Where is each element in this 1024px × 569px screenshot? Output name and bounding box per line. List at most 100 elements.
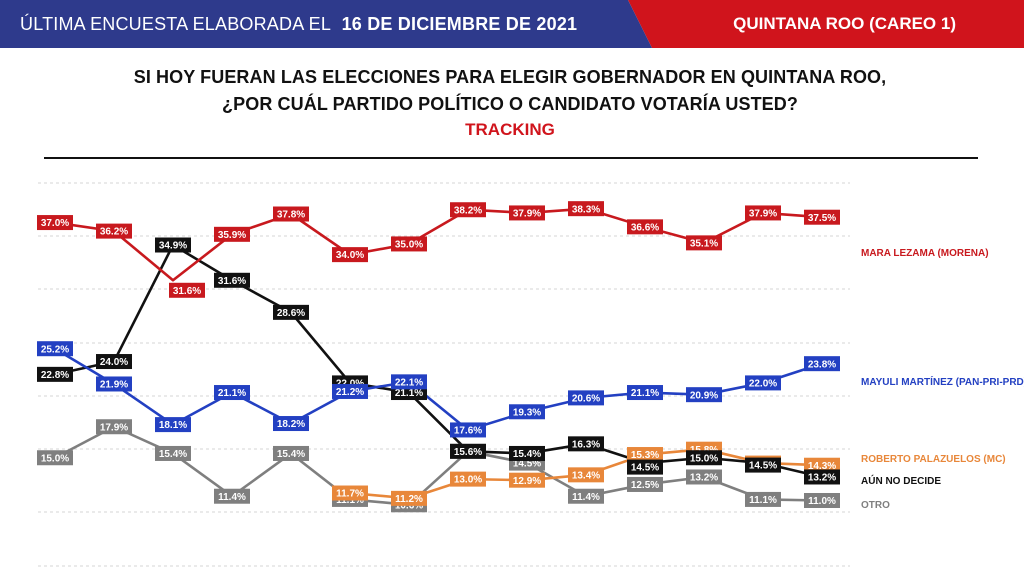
data-label-s1-p9: 20.6% xyxy=(572,393,600,404)
data-label-s4-p5: 11.1% xyxy=(336,495,364,506)
data-label-bg-s1-p10 xyxy=(627,385,663,401)
data-label-s3-p7: 15.6% xyxy=(454,447,482,458)
data-label-s1-p13: 23.8% xyxy=(808,359,836,370)
data-label-s1-p0: 25.2% xyxy=(41,344,69,355)
legend-entry-0: MARA LEZAMA (MORENA) xyxy=(861,248,989,259)
legend-entry-1: MAYULI MARTÍNEZ (PAN-PRI-PRD) xyxy=(861,375,1024,388)
data-label-s1-p8: 19.3% xyxy=(513,407,541,418)
data-label-bg-s2-p9 xyxy=(568,467,604,483)
data-label-s2-p7: 13.0% xyxy=(454,475,482,486)
data-label-bg-s3-p0 xyxy=(37,366,73,382)
data-label-s4-p4: 15.4% xyxy=(277,449,305,460)
data-label-bg-s0-p9 xyxy=(568,201,604,217)
legend-entry-3: AÚN NO DECIDE xyxy=(861,474,941,487)
data-label-s0-p13: 37.5% xyxy=(808,213,836,224)
data-label-s4-p11: 13.2% xyxy=(690,473,718,484)
data-label-bg-s0-p4 xyxy=(273,206,309,222)
data-label-bg-s3-p4 xyxy=(273,304,309,320)
data-label-bg-s1-p9 xyxy=(568,390,604,406)
data-label-bg-s0-p12 xyxy=(745,205,781,221)
data-label-s1-p6: 22.1% xyxy=(395,377,423,388)
header-background xyxy=(0,0,1024,48)
chart-subtitle: TRACKING xyxy=(465,120,555,139)
data-label-bg-s1-p6 xyxy=(391,374,427,390)
header-left-panel xyxy=(0,0,652,48)
data-label-bg-s2-p5 xyxy=(332,485,368,501)
data-label-bg-s1-p3 xyxy=(214,385,250,401)
data-label-s4-p0: 15.0% xyxy=(41,453,69,464)
data-label-s2-p6: 11.2% xyxy=(395,494,423,505)
data-label-bg-s3-p2 xyxy=(155,237,191,253)
header-left-text: ÚLTIMA ENCUESTA ELABORADA EL 16 DE DICIE… xyxy=(20,0,577,48)
data-label-s3-p12: 14.5% xyxy=(749,461,777,472)
data-label-bg-s0-p6 xyxy=(391,236,427,252)
data-label-s0-p5: 34.0% xyxy=(336,250,364,261)
data-label-s3-p6: 21.1% xyxy=(395,388,423,399)
data-label-bg-s4-p2 xyxy=(155,445,191,461)
data-label-bg-s1-p1 xyxy=(96,376,132,392)
data-label-s0-p0: 37.0% xyxy=(41,218,69,229)
data-label-bg-s1-p11 xyxy=(686,387,722,403)
data-label-s2-p13: 14.3% xyxy=(808,461,836,472)
data-label-s1-p11: 20.9% xyxy=(690,390,718,401)
data-label-s2-p8: 12.9% xyxy=(513,476,541,487)
data-label-s4-p10: 12.5% xyxy=(631,480,659,491)
data-label-bg-s3-p10 xyxy=(627,459,663,475)
data-label-s0-p12: 37.9% xyxy=(749,209,777,220)
data-label-bg-s2-p8 xyxy=(509,472,545,488)
data-label-bg-s4-p12 xyxy=(745,491,781,507)
data-label-bg-s1-p2 xyxy=(155,417,191,433)
data-label-bg-s4-p11 xyxy=(686,469,722,485)
data-label-s0-p11: 35.1% xyxy=(690,238,718,249)
data-label-s1-p12: 22.0% xyxy=(749,379,777,390)
data-label-bg-s2-p6 xyxy=(391,490,427,506)
data-label-s0-p9: 38.3% xyxy=(572,204,600,215)
header-region: QUINTANA ROO (CAREO 1) xyxy=(733,14,956,33)
data-label-bg-s3-p11 xyxy=(686,450,722,466)
data-label-bg-s2-p13 xyxy=(804,457,840,473)
data-label-s0-p4: 37.8% xyxy=(277,210,305,221)
data-label-bg-s2-p10 xyxy=(627,447,663,463)
data-label-s2-p10: 15.3% xyxy=(631,450,659,461)
legend-entry-4: OTRO xyxy=(861,500,890,511)
data-label-s3-p0: 22.8% xyxy=(41,370,69,381)
data-label-bg-s3-p13 xyxy=(804,469,840,485)
data-label-s4-p6: 10.6% xyxy=(395,500,423,511)
data-label-s1-p2: 18.1% xyxy=(159,420,187,431)
chart-title-line2: ¿POR CUÁL PARTIDO POLÍTICO O CANDIDATO V… xyxy=(222,94,798,114)
data-label-s1-p1: 21.9% xyxy=(100,380,128,391)
data-label-bg-s1-p8 xyxy=(509,404,545,420)
data-label-bg-s1-p7 xyxy=(450,422,486,438)
data-label-s2-p5: 11.7% xyxy=(336,489,364,500)
data-label-bg-s2-p7 xyxy=(450,471,486,487)
header-date: 16 DE DICIEMBRE DE 2021 xyxy=(341,14,578,34)
data-label-s4-p1: 17.9% xyxy=(100,422,128,433)
data-label-s1-p7: 17.6% xyxy=(454,426,482,437)
data-label-bg-s4-p9 xyxy=(568,488,604,504)
data-label-bg-s1-p5 xyxy=(332,383,368,399)
header-caption: ÚLTIMA ENCUESTA ELABORADA EL xyxy=(20,14,331,34)
data-label-s4-p3: 11.4% xyxy=(218,492,246,503)
data-label-bg-s0-p10 xyxy=(627,219,663,235)
data-label-bg-s4-p4 xyxy=(273,445,309,461)
data-label-bg-s0-p8 xyxy=(509,205,545,221)
data-label-bg-s4-p10 xyxy=(627,476,663,492)
data-label-bg-s3-p7 xyxy=(450,443,486,459)
series-4-line xyxy=(54,425,823,507)
legend-entry-2: ROBERTO PALAZUELOS (MC) xyxy=(861,454,1006,465)
data-label-s4-p12: 11.1% xyxy=(749,495,777,506)
data-label-bg-s0-p1 xyxy=(96,223,132,239)
data-label-s0-p1: 36.2% xyxy=(100,227,128,238)
data-label-bg-s0-p3 xyxy=(214,226,250,242)
data-label-s0-p3: 35.9% xyxy=(218,230,246,241)
data-label-bg-s0-p5 xyxy=(332,247,368,263)
data-label-s4-p9: 11.4% xyxy=(572,492,600,503)
data-label-s0-p2: 31.6% xyxy=(173,286,201,297)
data-label-bg-s3-p3 xyxy=(214,272,250,288)
data-label-bg-s3-p1 xyxy=(96,354,132,370)
data-label-bg-s0-p2 xyxy=(169,282,205,298)
data-label-s1-p10: 21.1% xyxy=(631,388,659,399)
data-label-s1-p4: 18.2% xyxy=(277,419,305,430)
data-label-bg-s1-p4 xyxy=(273,416,309,432)
